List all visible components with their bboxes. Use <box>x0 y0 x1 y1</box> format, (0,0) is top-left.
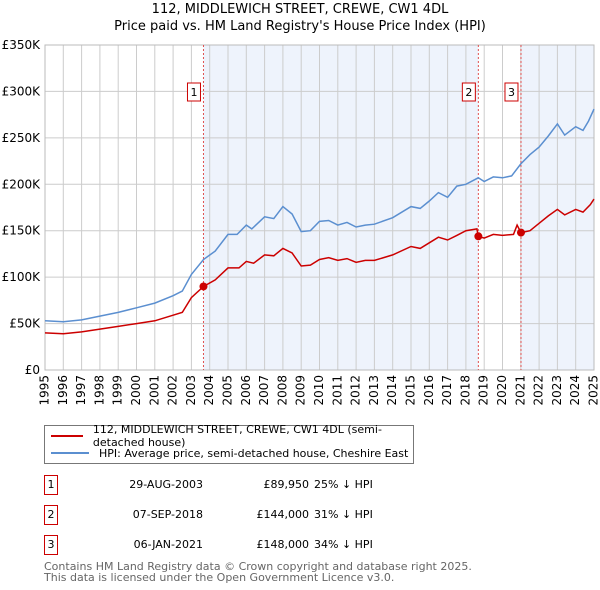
legend: 112, MIDDLEWICH STREET, CREWE, CW1 4DL (… <box>44 423 414 464</box>
legend-blue-line <box>51 452 89 454</box>
x-tick-label: 1999 <box>111 375 125 406</box>
legend-hpi: HPI: Average price, semi-detached house,… <box>99 446 409 460</box>
sale-marker-label: 3 <box>508 86 515 99</box>
x-tick-label: 1998 <box>92 375 106 406</box>
x-tick-label: 2017 <box>440 375 454 406</box>
x-tick-label: 2021 <box>513 375 527 406</box>
y-tick-label: £200K <box>2 177 42 191</box>
x-tick-label: 2010 <box>312 375 326 406</box>
y-tick-label: £0 <box>25 363 40 377</box>
sale-number-badge: 3 <box>44 535 58 555</box>
sale-marker-badge <box>461 82 476 102</box>
x-tick-label: 2011 <box>330 375 344 406</box>
x-tick-label: 1997 <box>74 375 88 406</box>
sale-date: 29-AUG-2003 <box>129 478 203 491</box>
sale-row: 3 06-JAN-2021 £148,000 34% ↓ HPI <box>44 535 444 555</box>
x-tick-label: 2002 <box>166 375 180 406</box>
sale-row: 1 29-AUG-2003 £89,950 25% ↓ HPI <box>44 475 444 495</box>
x-tick-label: 2022 <box>532 375 546 406</box>
sale-price: £144,000 <box>256 508 310 521</box>
x-tick-label: 2014 <box>385 375 399 406</box>
footer-licence: This data is licensed under the Open Gov… <box>44 571 395 584</box>
sale-row: 2 07-SEP-2018 £144,000 31% ↓ HPI <box>44 505 444 525</box>
x-tick-label: 2025 <box>587 375 600 406</box>
chart-title: 112, MIDDLEWICH STREET, CREWE, CW1 4DL <box>151 2 449 17</box>
sale-point <box>199 282 208 291</box>
x-tick-label: 2019 <box>477 375 491 406</box>
sale-hpi-diff: 31% ↓ HPI <box>314 508 373 521</box>
sale-hpi-diff: 25% ↓ HPI <box>314 478 373 491</box>
x-tick-label: 2015 <box>404 375 418 406</box>
x-tick-label: 2016 <box>422 375 436 406</box>
y-tick-label: £350K <box>2 38 42 52</box>
x-tick-label: 2023 <box>550 375 564 406</box>
y-tick-label: £300K <box>2 84 42 98</box>
legend-red-line <box>51 435 83 437</box>
x-tick-label: 2020 <box>495 375 509 406</box>
shaded-period <box>203 45 479 370</box>
x-tick-label: 2012 <box>349 375 363 406</box>
x-tick-label: 2009 <box>294 375 308 406</box>
sale-marker-badge <box>186 82 201 102</box>
sale-marker-label: 1 <box>190 86 197 99</box>
legend-property: 112, MIDDLEWICH STREET, CREWE, CW1 4DL (… <box>92 423 382 449</box>
sale-point <box>474 232 483 241</box>
x-tick-label: 2004 <box>202 375 216 406</box>
x-tick-label: 2008 <box>275 375 289 406</box>
x-tick-label: 2018 <box>458 375 472 406</box>
sale-point <box>516 228 525 237</box>
sale-price: £148,000 <box>256 538 310 551</box>
sale-number-badge: 2 <box>44 505 58 525</box>
sale-marker-label: 2 <box>465 86 472 99</box>
chart-subtitle: Price paid vs. HM Land Registry's House … <box>114 19 486 34</box>
y-tick-label: £50K <box>9 317 41 331</box>
plot-frame <box>44 44 595 371</box>
y-tick-label: £150K <box>2 224 42 238</box>
sale-marker-badge <box>504 82 519 102</box>
x-tick-label: 2013 <box>367 375 381 406</box>
footer: Contains HM Land Registry data © Crown c… <box>44 561 472 583</box>
x-tick-label: 1995 <box>38 375 52 406</box>
x-tick-label: 2003 <box>184 375 198 406</box>
y-tick-label: £250K <box>2 131 42 145</box>
x-tick-label: 2024 <box>568 375 582 406</box>
sale-hpi-diff: 34% ↓ HPI <box>314 538 373 551</box>
hpi-line <box>44 108 595 323</box>
x-tick-label: 2007 <box>257 375 271 406</box>
y-tick-label: £100K <box>2 270 42 284</box>
x-tick-label: 2005 <box>221 375 235 406</box>
footer-copyright: Contains HM Land Registry data © Crown c… <box>44 560 472 573</box>
sale-date: 07-SEP-2018 <box>132 508 203 521</box>
x-tick-label: 2006 <box>239 375 253 406</box>
x-tick-label: 2000 <box>129 375 143 406</box>
sale-price: £89,950 <box>263 478 310 491</box>
sale-date: 06-JAN-2021 <box>133 538 203 551</box>
sale-number-badge: 1 <box>44 475 58 495</box>
x-tick-label: 2001 <box>147 375 161 406</box>
x-tick-label: 1996 <box>56 375 70 406</box>
price-chart: 1995 1996 1997 1998 1999 2000 2001 2002 2003 2004… <box>2 38 600 406</box>
